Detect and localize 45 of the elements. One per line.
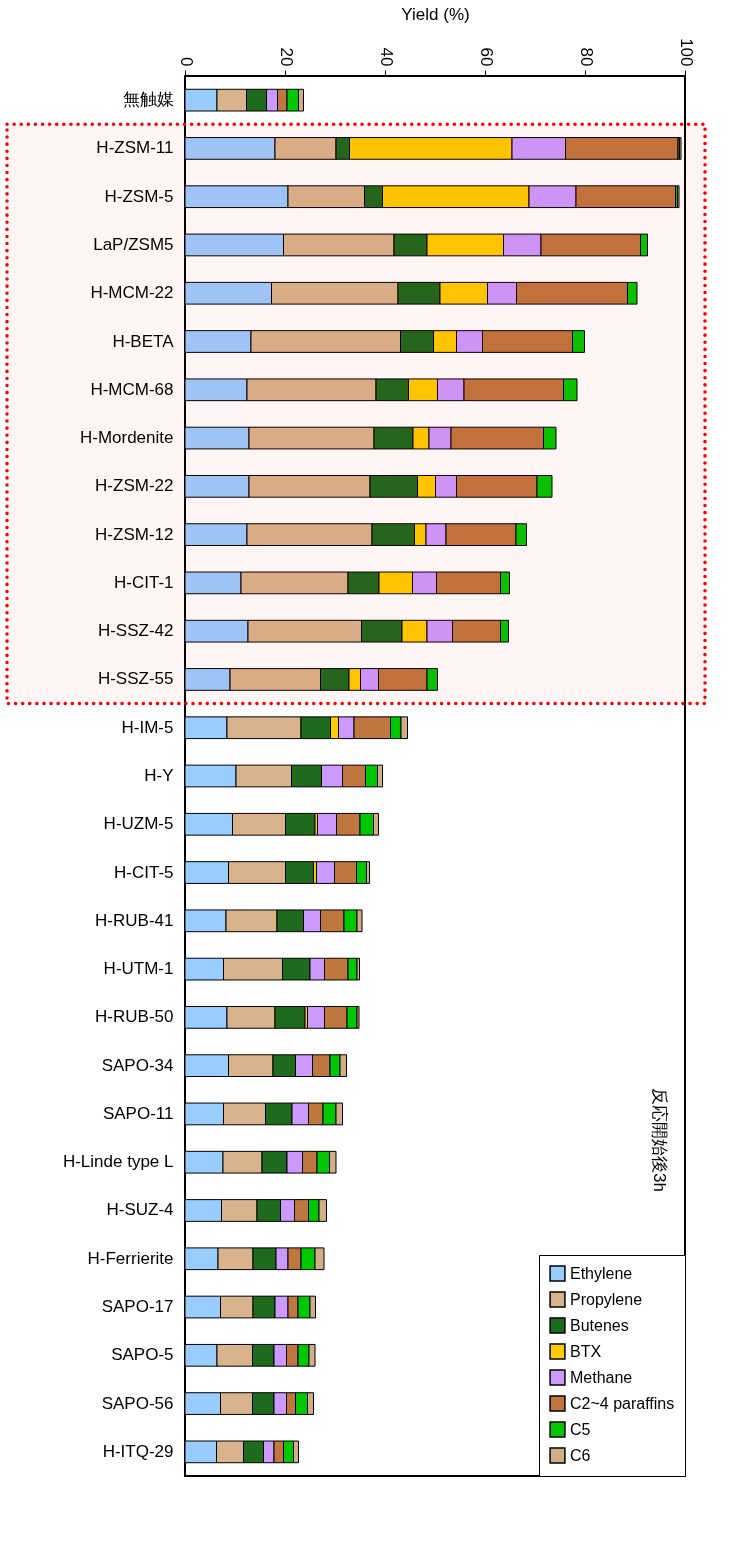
y-tick-label: H-Linde type L — [62, 1152, 174, 1172]
y-tick-label: H-ZSM-5 — [104, 186, 174, 206]
y-tick-label: SAPO-56 — [101, 1393, 174, 1413]
y-tick-label: H-ZSM-22 — [95, 476, 174, 496]
y-tick-label: SAPO-5 — [111, 1345, 174, 1365]
y-tick-label: H-SSZ-42 — [97, 621, 174, 641]
y-tick-label: H-ZSM-11 — [96, 138, 174, 158]
y-tick-label: H-ZSM-12 — [95, 524, 174, 544]
y-tick-label: H-ITQ-29 — [102, 1441, 174, 1461]
x-tick-label: 60 — [476, 47, 496, 67]
y-tick-label: H-Y — [144, 766, 174, 785]
y-tick-label: H-MCM-22 — [90, 283, 174, 303]
legend-label: Butenes — [570, 1316, 629, 1334]
legend-label: BTX — [570, 1342, 602, 1360]
y-tick-label: SAPO-17 — [101, 1297, 174, 1317]
y-tick-label: H-CIT-5 — [114, 862, 174, 882]
y-tick-label: H-CIT-1 — [114, 572, 174, 592]
legend-label: Methane — [570, 1368, 633, 1386]
y-tick-label: H-Mordenite — [79, 428, 174, 448]
x-tick-label: 100 — [676, 38, 696, 67]
y-tick-label: H-SUZ-4 — [106, 1200, 174, 1220]
x-tick-label: 40 — [376, 47, 396, 67]
y-tick-label: H-UZM-5 — [103, 814, 174, 834]
legend-label: C5 — [570, 1420, 591, 1438]
x-tick-label: 0 — [176, 57, 196, 67]
annotation: 反応開始後3h — [650, 1088, 669, 1192]
y-tick-label: H-SSZ-55 — [97, 669, 174, 689]
x-axis-title: Yield (%) — [401, 5, 470, 25]
x-tick-label: 80 — [576, 47, 596, 67]
legend-label: C6 — [570, 1446, 591, 1464]
y-tick-label: H-BETA — [112, 331, 175, 351]
y-tick-label: 無触媒 — [122, 90, 174, 110]
y-tick-label: SAPO-34 — [101, 1055, 174, 1075]
y-tick-label: LaP/ZSM5 — [93, 234, 174, 254]
legend-label: C2~4 paraffins — [570, 1394, 675, 1412]
y-tick-label: H-IM-5 — [121, 717, 174, 737]
y-tick-label: SAPO-11 — [102, 1103, 174, 1123]
legend-label: Propylene — [570, 1290, 643, 1308]
y-tick-label: H-Ferrierite — [87, 1248, 174, 1268]
y-tick-label: H-RUB-41 — [95, 910, 174, 930]
legend-label: Ethylene — [570, 1264, 633, 1282]
x-tick-label: 20 — [276, 47, 296, 67]
y-tick-label: H-RUB-50 — [95, 1007, 174, 1027]
y-tick-label: H-UTM-1 — [103, 959, 174, 979]
y-tick-label: H-MCM-68 — [90, 379, 174, 399]
